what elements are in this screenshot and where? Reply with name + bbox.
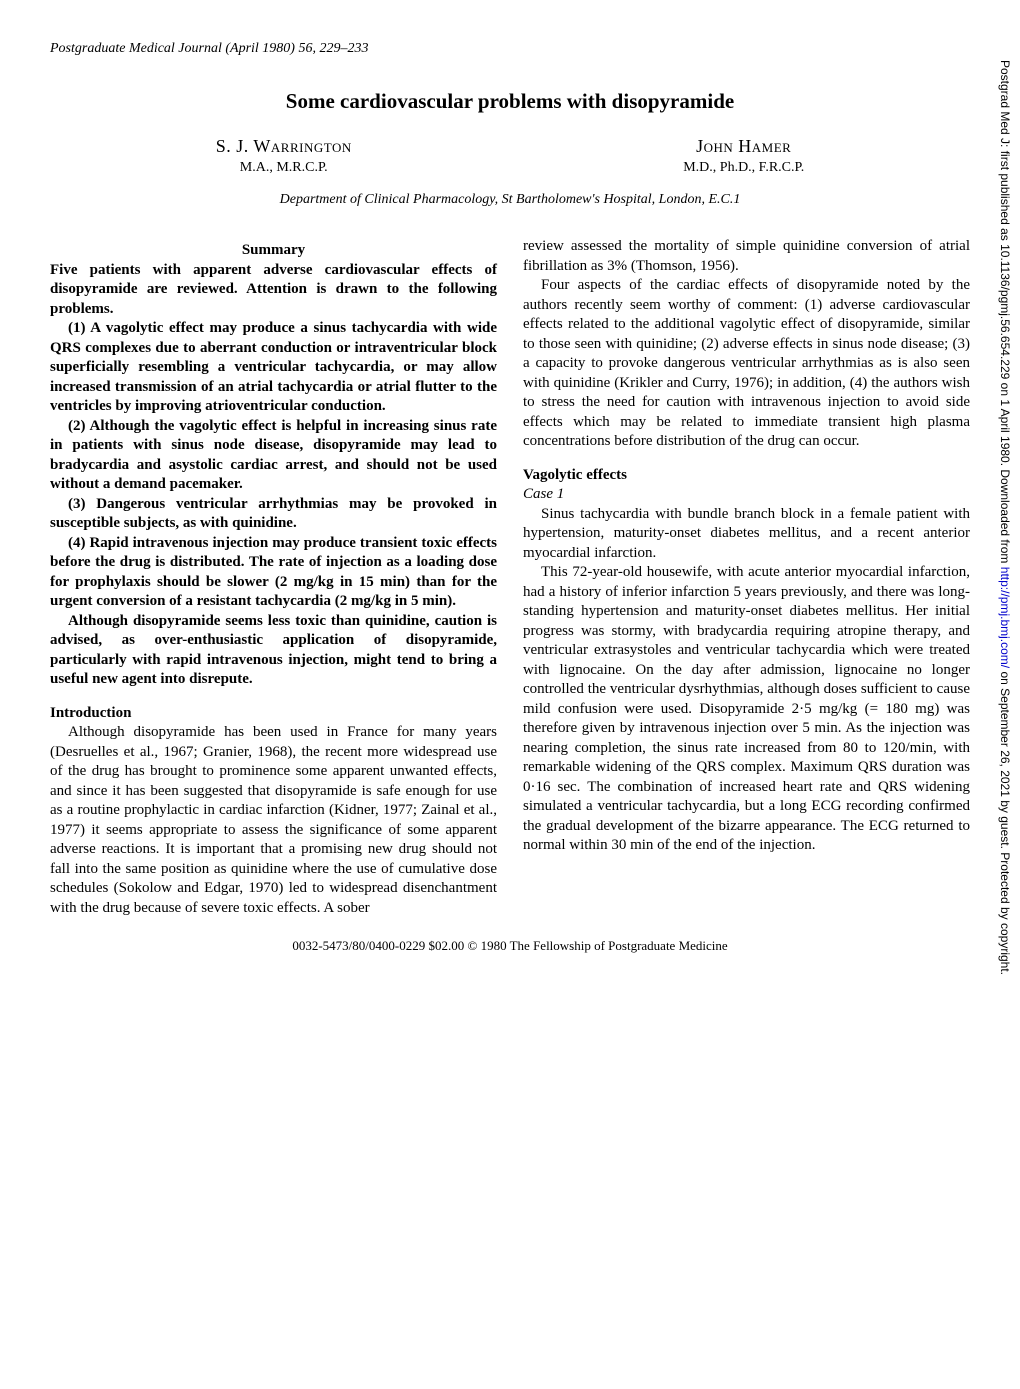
- author-degrees-2: M.D., Ph.D., F.R.C.P.: [683, 159, 804, 177]
- journal-header: Postgraduate Medical Journal (April 1980…: [50, 40, 970, 58]
- author-block-2: John Hamer M.D., Ph.D., F.R.C.P.: [683, 135, 804, 177]
- article-title: Some cardiovascular problems with disopy…: [50, 88, 970, 115]
- sidebar-prefix: Postgrad Med J: first published as 10.11…: [998, 60, 1012, 567]
- summary-heading: Summary: [50, 241, 497, 261]
- summary-para-2: (1) A vagolytic effect may produce a sin…: [50, 319, 497, 417]
- author-name-1: S. J. Warrington: [216, 135, 352, 158]
- author-block-1: S. J. Warrington M.A., M.R.C.P.: [216, 135, 352, 177]
- authors-row: S. J. Warrington M.A., M.R.C.P. John Ham…: [50, 135, 970, 177]
- continuation-para-2: Four aspects of the cardiac effects of d…: [523, 276, 970, 452]
- introduction-para-1: Although disopyramide has been used in F…: [50, 723, 497, 918]
- author-name-2: John Hamer: [683, 135, 804, 158]
- vagolytic-heading: Vagolytic effects: [523, 466, 970, 486]
- summary-para-1: Five patients with apparent adverse card…: [50, 261, 497, 320]
- author-degrees-1: M.A., M.R.C.P.: [216, 159, 352, 177]
- case-1-para-1: Sinus tachycardia with bundle branch blo…: [523, 505, 970, 564]
- case-1-para-2: This 72-year-old housewife, with acute a…: [523, 563, 970, 856]
- summary-para-4: (3) Dangerous ventricular arrhythmias ma…: [50, 495, 497, 534]
- body-columns: Summary Five patients with apparent adve…: [50, 237, 970, 918]
- department-line: Department of Clinical Pharmacology, St …: [50, 191, 970, 209]
- summary-para-5: (4) Rapid intravenous injection may prod…: [50, 534, 497, 612]
- summary-para-6: Although disopyramide seems less toxic t…: [50, 612, 497, 690]
- copyright-sidebar: Postgrad Med J: first published as 10.11…: [996, 60, 1012, 975]
- right-column: review assessed the mortality of simple …: [523, 237, 970, 918]
- sidebar-link[interactable]: http://pmj.bmj.com/: [998, 567, 1012, 668]
- continuation-para-1: review assessed the mortality of simple …: [523, 237, 970, 276]
- summary-para-3: (2) Although the vagolytic effect is hel…: [50, 417, 497, 495]
- introduction-heading: Introduction: [50, 704, 497, 724]
- page-footer: 0032-5473/80/0400-0229 $02.00 © 1980 The…: [50, 938, 970, 955]
- left-column: Summary Five patients with apparent adve…: [50, 237, 497, 918]
- case-1-label: Case 1: [523, 485, 970, 505]
- sidebar-suffix: on September 26, 2021 by guest. Protecte…: [998, 668, 1012, 975]
